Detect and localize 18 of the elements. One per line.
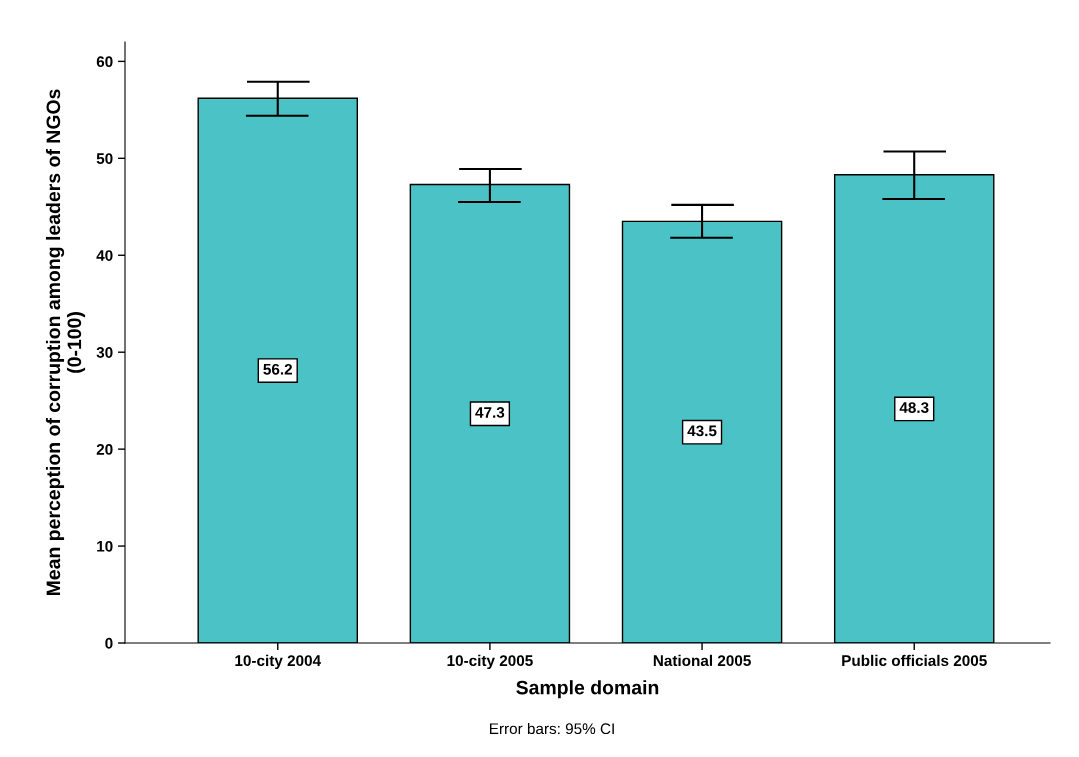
y-tick-label: 0	[105, 637, 113, 649]
y-tick-label: 40	[96, 250, 113, 261]
data-label: 48.3	[899, 402, 929, 414]
y-tick-label: 30	[96, 347, 113, 358]
text: Error bars: 95% CI	[490, 722, 614, 735]
data-label: 56.2	[263, 363, 293, 375]
y-tick-label: 60	[96, 56, 113, 68]
x-tick-label: 10-city 2004	[235, 654, 321, 670]
data-label: 43.5	[687, 425, 717, 437]
x-tick-label: National 2005	[653, 654, 751, 667]
y-axis-title: Mean perception of corruption among leaders of NGOs (0-100)	[45, 89, 86, 596]
x-axis-title: Sample domain	[516, 680, 659, 699]
data-label: 47.3	[475, 407, 505, 418]
y-tick-label: 20	[96, 444, 113, 455]
x-tick-label: Public officials 2005	[842, 654, 987, 667]
x-tick-label: 10-city 2005	[447, 654, 533, 670]
y-tick-label: 10	[97, 540, 113, 552]
y-tick-label: 50	[96, 153, 113, 165]
